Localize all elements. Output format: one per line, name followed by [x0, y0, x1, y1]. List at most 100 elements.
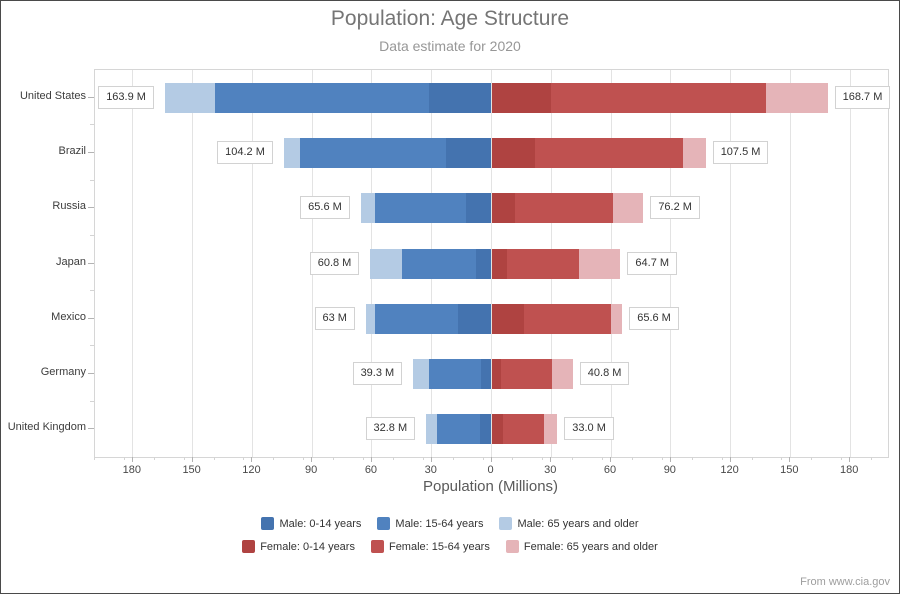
value-label-male-total: 60.8 M: [309, 251, 360, 275]
bar-segment-female-65-years-and-older[interactable]: [765, 82, 828, 113]
chart-title: Population: Age Structure: [330, 7, 570, 30]
bar-segment-female-0-14-years[interactable]: [491, 248, 507, 279]
bar-segment-male-65-years-and-older[interactable]: [413, 359, 430, 390]
x-axis-minor-tick: [94, 457, 95, 460]
bar-segment-male-0-14-years[interactable]: [428, 82, 492, 113]
bar-segment-male-15-64-years[interactable]: [374, 193, 467, 224]
bar-segment-male-65-years-and-older[interactable]: [426, 414, 438, 445]
bar-segment-female-65-years-and-older[interactable]: [543, 414, 558, 445]
x-axis-tick: [430, 457, 432, 462]
bar-segment-female-15-64-years[interactable]: [515, 193, 614, 224]
bar-segment-male-0-14-years[interactable]: [480, 359, 492, 390]
bar-segment-female-15-64-years[interactable]: [502, 414, 544, 445]
bar-segment-male-15-64-years[interactable]: [214, 82, 429, 113]
bar-segment-male-15-64-years[interactable]: [300, 137, 447, 168]
legend-swatch: [370, 540, 384, 553]
x-axis-minor-tick: [333, 457, 335, 460]
value-label-male-total: 39.3 M: [352, 362, 403, 386]
legend-item[interactable]: Female: 65 years and older: [505, 540, 658, 553]
x-axis-minor-tick: [183, 457, 185, 460]
bar-segment-female-15-64-years[interactable]: [551, 82, 766, 113]
bar-segment-female-0-14-years[interactable]: [491, 193, 516, 224]
x-axis-tick-label: 120: [242, 464, 261, 476]
legend-item[interactable]: Male: 15-64 years: [377, 517, 483, 530]
category-label: Mexico: [51, 310, 86, 323]
category-label: United Kingdom: [7, 421, 86, 434]
legend-item[interactable]: Female: 0-14 years: [242, 540, 355, 553]
bar-segment-female-65-years-and-older[interactable]: [552, 359, 573, 390]
value-label-female-total: 107.5 M: [712, 140, 769, 164]
bar-segment-male-15-64-years[interactable]: [429, 359, 481, 390]
x-axis-minor-tick: [841, 457, 843, 460]
y-axis-tick: [88, 151, 94, 153]
bar-segment-male-0-14-years[interactable]: [475, 248, 492, 279]
bar-segment-male-65-years-and-older[interactable]: [283, 137, 301, 168]
legend-swatch: [261, 517, 275, 530]
bar-segment-male-0-14-years[interactable]: [458, 303, 492, 334]
x-axis-tick: [311, 457, 313, 462]
bar-segment-male-65-years-and-older[interactable]: [360, 193, 375, 224]
bar-segment-male-0-14-years[interactable]: [446, 137, 492, 168]
bar-segment-male-0-14-years[interactable]: [466, 193, 492, 224]
y-axis-tick: [88, 207, 94, 209]
x-axis-minor-tick: [243, 457, 245, 460]
x-axis-minor-tick: [691, 457, 693, 460]
bar-segment-male-15-64-years[interactable]: [375, 303, 459, 334]
x-axis-tick-label: 0: [487, 464, 494, 476]
bar-segment-female-0-14-years[interactable]: [491, 414, 503, 445]
bar-segment-male-65-years-and-older[interactable]: [370, 248, 403, 279]
plot-area: [94, 69, 889, 458]
x-axis-minor-tick: [273, 457, 275, 460]
legend-item[interactable]: Male: 65 years and older: [499, 517, 639, 530]
bar-segment-female-65-years-and-older[interactable]: [579, 248, 621, 279]
x-axis-minor-tick: [871, 457, 873, 460]
legend-swatch: [505, 540, 519, 553]
x-axis-minor-tick: [392, 457, 394, 460]
value-label-female-total: 64.7 M: [627, 251, 678, 275]
x-axis-minor-tick: [781, 457, 783, 460]
x-axis-tick-label: 120: [720, 464, 739, 476]
bar-segment-female-15-64-years[interactable]: [535, 137, 684, 168]
bar-segment-male-15-64-years[interactable]: [437, 414, 480, 445]
bar-segment-female-0-14-years[interactable]: [491, 359, 502, 390]
x-axis-minor-tick: [362, 457, 364, 460]
bar-segment-male-15-64-years[interactable]: [402, 248, 476, 279]
bar-segment-male-0-14-years[interactable]: [479, 414, 492, 445]
bar-segment-male-65-years-and-older[interactable]: [164, 82, 215, 113]
legend-label: Female: 15-64 years: [388, 540, 490, 553]
value-label-male-total: 163.9 M: [98, 85, 154, 109]
bar-segment-female-65-years-and-older[interactable]: [611, 303, 623, 334]
value-label-female-total: 40.8 M: [579, 362, 630, 386]
x-axis-minor-tick: [751, 457, 753, 460]
bar-segment-female-15-64-years[interactable]: [523, 303, 612, 334]
value-label-male-total: 104.2 M: [217, 140, 273, 164]
bar-segment-female-15-64-years[interactable]: [506, 248, 580, 279]
legend-item[interactable]: Male: 0-14 years: [261, 517, 361, 530]
x-axis-tick: [251, 457, 253, 462]
y-axis-tick: [88, 317, 94, 319]
bar-segment-female-0-14-years[interactable]: [491, 303, 524, 334]
bar-segment-female-0-14-years[interactable]: [491, 82, 552, 113]
bar-segment-male-65-years-and-older[interactable]: [365, 303, 376, 334]
bar-segment-female-0-14-years[interactable]: [491, 137, 536, 168]
x-axis-minor-tick: [661, 457, 663, 460]
x-axis-minor-tick: [811, 457, 813, 460]
category-label: United States: [19, 89, 86, 102]
source-note: From www.cia.gov: [800, 576, 890, 588]
category-label: Japan: [56, 255, 86, 268]
x-axis-tick: [191, 457, 193, 462]
legend-label: Male: 65 years and older: [517, 517, 639, 530]
x-axis-tick: [729, 457, 731, 462]
x-axis-tick-label: 30: [544, 464, 557, 476]
x-axis-minor-tick: [422, 457, 424, 460]
bar-segment-female-15-64-years[interactable]: [501, 359, 553, 390]
bar-segment-female-65-years-and-older[interactable]: [683, 137, 706, 168]
y-axis-minor-tick: [90, 234, 94, 236]
bar-segment-female-65-years-and-older[interactable]: [613, 193, 644, 224]
x-axis-tick: [131, 457, 133, 462]
value-label-female-total: 76.2 M: [650, 196, 700, 220]
legend-item[interactable]: Female: 15-64 years: [370, 540, 490, 553]
x-axis-tick: [550, 457, 552, 462]
legend-row: Female: 0-14 years Female: 15-64 years Fem…: [1, 535, 899, 558]
gridline: [849, 70, 851, 457]
